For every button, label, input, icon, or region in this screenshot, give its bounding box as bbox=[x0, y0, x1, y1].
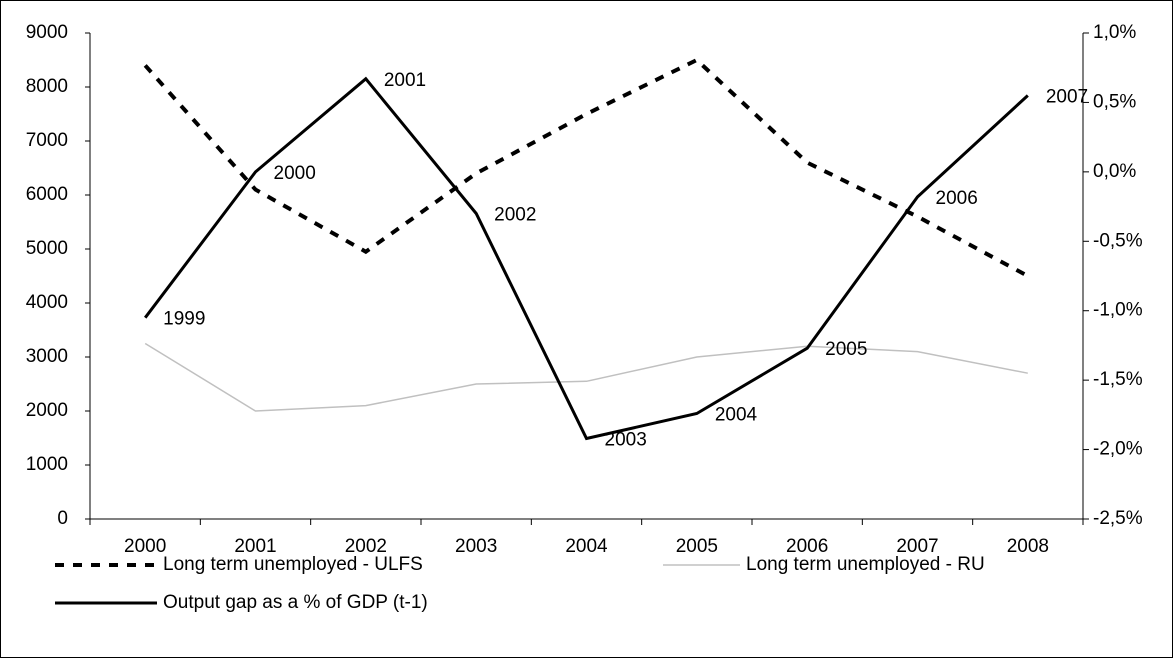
y2-tick-label: -0,5% bbox=[1093, 230, 1143, 251]
y2-tick-label: -2,5% bbox=[1093, 508, 1143, 529]
point-label: 2002 bbox=[494, 205, 536, 226]
y-tick-label: 4000 bbox=[26, 292, 68, 313]
y2-tick-label: 0,0% bbox=[1093, 161, 1136, 182]
y-tick-label: 1000 bbox=[26, 454, 68, 475]
y2-tick-label: 0,5% bbox=[1093, 91, 1136, 112]
y2-tick-label: -2,0% bbox=[1093, 439, 1143, 460]
y-tick-label: 9000 bbox=[26, 22, 68, 43]
series-line bbox=[144, 76, 1029, 441]
legend-label: Long term unemployed - RU bbox=[746, 554, 985, 575]
y-tick-label: 7000 bbox=[26, 130, 68, 151]
point-label: 2006 bbox=[936, 188, 978, 209]
x-tick-label: 2007 bbox=[896, 536, 938, 557]
y2-tick-label: 1,0% bbox=[1093, 22, 1136, 43]
y-tick-label: 2000 bbox=[26, 400, 68, 421]
y2-tick-label: -1,5% bbox=[1093, 369, 1143, 390]
point-label: 1999 bbox=[163, 309, 205, 330]
y-tick-label: 6000 bbox=[26, 184, 68, 205]
x-tick-label: 2000 bbox=[124, 536, 166, 557]
x-tick-label: 2004 bbox=[565, 536, 608, 557]
y-tick-label: 5000 bbox=[26, 238, 68, 259]
point-label: 2003 bbox=[605, 429, 647, 450]
legend-label: Long term unemployed - ULFS bbox=[163, 554, 423, 575]
y-tick-label: 0 bbox=[57, 508, 68, 529]
x-tick-label: 2002 bbox=[345, 536, 387, 557]
series-line bbox=[143, 57, 1029, 278]
x-tick-label: 2003 bbox=[455, 536, 497, 557]
legend-label: Output gap as a % of GDP (t-1) bbox=[163, 592, 428, 613]
series-line bbox=[144, 342, 1028, 412]
y-tick-label: 3000 bbox=[26, 346, 68, 367]
point-label: 2004 bbox=[715, 404, 758, 425]
point-label: 2007 bbox=[1046, 87, 1088, 108]
y2-tick-label: -1,0% bbox=[1093, 300, 1143, 321]
point-label: 2001 bbox=[384, 70, 426, 91]
x-tick-label: 2001 bbox=[234, 536, 276, 557]
x-tick-label: 2006 bbox=[786, 536, 828, 557]
point-label: 2000 bbox=[274, 163, 316, 184]
y-tick-label: 8000 bbox=[26, 76, 68, 97]
point-label: 2005 bbox=[825, 339, 867, 360]
x-tick-label: 2008 bbox=[1007, 536, 1049, 557]
x-tick-label: 2005 bbox=[676, 536, 718, 557]
